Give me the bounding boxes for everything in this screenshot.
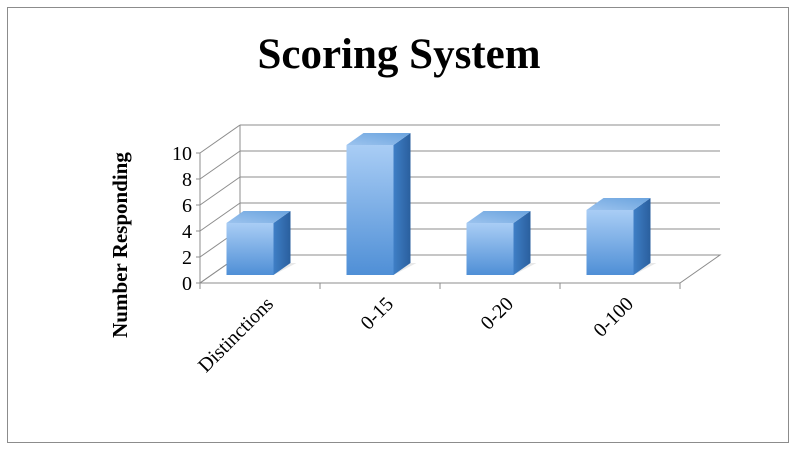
- bar: [586, 198, 657, 275]
- x-tick-label: 0-15: [356, 293, 397, 334]
- y-tick-label: 0: [182, 273, 192, 295]
- bar-top: [586, 198, 651, 210]
- chart-title: Scoring System: [257, 31, 541, 78]
- bar: [346, 133, 417, 275]
- x-tick-label: 0-100: [589, 293, 638, 342]
- gridline-wall: [199, 202, 241, 232]
- y-tick-label: 8: [182, 169, 192, 191]
- x-tick-label: 0-20: [476, 293, 517, 334]
- bar-side: [393, 133, 411, 275]
- y-tick-label: 2: [182, 247, 192, 269]
- y-tick-label: 6: [182, 195, 192, 217]
- bar-top: [226, 211, 291, 223]
- y-tick-label: 10: [172, 143, 192, 165]
- y-axis-label: Number Responding: [108, 152, 132, 338]
- gridline-wall: [199, 150, 241, 180]
- bar-front: [226, 223, 274, 275]
- bar: [466, 211, 537, 275]
- bar-front: [346, 145, 394, 275]
- y-tick-label: 4: [182, 221, 192, 243]
- bar-top: [346, 133, 411, 145]
- gridline-wall: [199, 124, 241, 154]
- bar-front: [586, 210, 634, 275]
- bar-side: [513, 211, 531, 275]
- bar-front: [466, 223, 514, 275]
- bar-side: [273, 211, 291, 275]
- bar-top: [466, 211, 531, 223]
- gridline-wall: [199, 176, 241, 206]
- bar: [226, 211, 297, 275]
- bar-side: [633, 198, 651, 275]
- x-tick-label: Distinctions: [194, 293, 278, 377]
